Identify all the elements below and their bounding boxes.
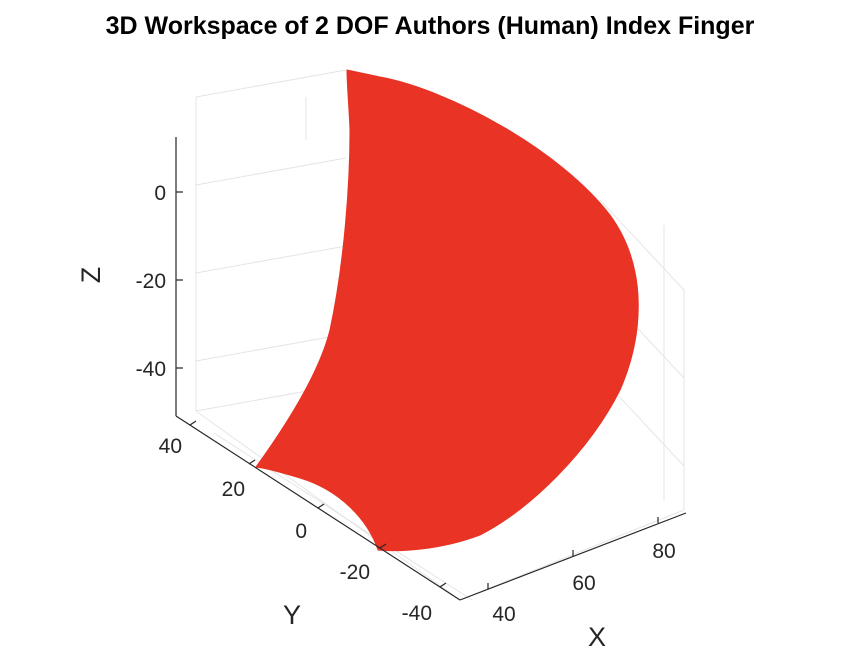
grid-line — [195, 410, 461, 601]
y-tick-label: 40 — [159, 435, 182, 458]
grid-line — [213, 432, 473, 601]
x-tick-label: 40 — [492, 603, 515, 626]
x-axis-line — [459, 512, 687, 601]
z-axis-label: Z — [76, 267, 106, 284]
grid-line — [195, 69, 347, 98]
z-tick-label: 0 — [154, 182, 166, 205]
y-tick-label: 20 — [222, 478, 245, 501]
x-axis-label: X — [588, 622, 606, 652]
z-tick-label: -20 — [136, 270, 166, 293]
z-tick-label: -40 — [136, 358, 166, 381]
grid-line — [195, 245, 347, 274]
grid-line — [195, 333, 347, 362]
y-tick-mark — [379, 543, 387, 549]
y-tick-mark — [248, 459, 256, 465]
y-tick-mark — [439, 582, 447, 588]
y-tick-mark — [317, 503, 325, 509]
x-tick-label: 60 — [572, 572, 595, 595]
y-tick-mark — [189, 420, 197, 426]
chart-title: 3D Workspace of 2 DOF Authors (Human) In… — [105, 12, 755, 40]
y-tick-label: -20 — [340, 561, 370, 584]
grid-line — [195, 157, 347, 186]
y-tick-label: 0 — [295, 520, 307, 543]
workspace-surface — [255, 69, 639, 552]
axes — [175, 137, 687, 601]
y-tick-label: -40 — [402, 602, 432, 625]
grid-line — [599, 199, 685, 291]
x-tick-label: 80 — [652, 540, 675, 563]
y-axis-label: Y — [283, 600, 301, 630]
